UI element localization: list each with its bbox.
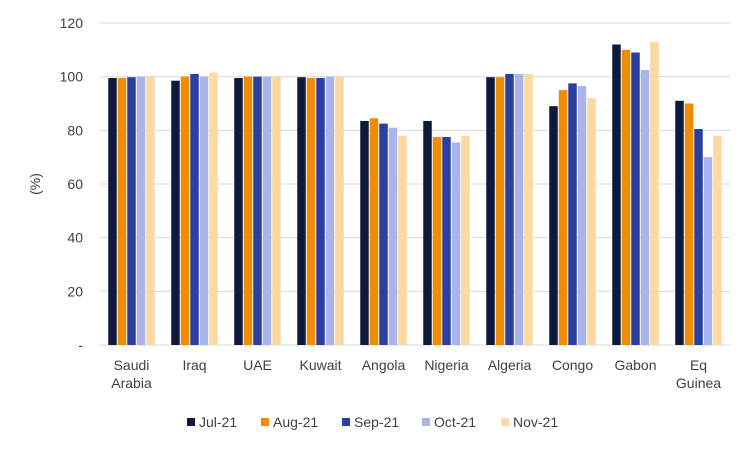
bars [108, 41, 722, 346]
y-tick-label: 60 [67, 176, 83, 192]
bar [398, 135, 407, 345]
bar [495, 77, 505, 345]
bar [117, 78, 127, 345]
bar [360, 120, 369, 345]
bar [577, 86, 587, 345]
bar [127, 77, 136, 345]
bar [199, 76, 209, 346]
bar [684, 103, 694, 345]
bar [549, 106, 558, 345]
bar [253, 76, 262, 346]
x-tick-label: Congo [552, 357, 593, 373]
legend-label: Sep-21 [354, 414, 399, 430]
bar [675, 100, 684, 345]
bar [650, 41, 659, 346]
bar [190, 73, 199, 345]
y-axis-ticks: - 20 40 60 80 100 120 [60, 15, 84, 353]
legend-label: Oct-21 [434, 414, 476, 430]
legend: Jul-21 Aug-21 Sep-21 Oct-21 Nov-21 [187, 414, 558, 430]
legend-swatch [422, 418, 430, 426]
legend-label: Nov-21 [513, 414, 558, 430]
x-tick-label: Angola [362, 357, 406, 373]
legend-swatch [187, 418, 195, 426]
bar [442, 137, 451, 345]
x-tick-label: UAE [243, 357, 272, 373]
y-tick-label: 40 [67, 230, 83, 246]
bar [171, 80, 180, 346]
bar [587, 98, 596, 345]
bar [703, 157, 713, 345]
bar [631, 52, 640, 346]
legend-swatch [501, 418, 509, 426]
x-tick-label: Nigeria [424, 357, 469, 373]
x-axis-ticks: Saudi Arabia Iraq UAE Kuwait Angola Nigeria Alg… [111, 357, 721, 391]
bar [335, 76, 344, 346]
y-tick-label: 80 [67, 122, 83, 138]
bar [209, 72, 218, 346]
bar [379, 123, 388, 345]
x-tick-label: Iraq [182, 357, 206, 373]
bar [713, 135, 722, 345]
bar [146, 76, 155, 346]
bar [243, 76, 253, 346]
bar [505, 73, 514, 345]
bar [451, 142, 461, 345]
bar [694, 128, 703, 345]
bar [297, 77, 306, 345]
bar [612, 44, 621, 345]
bar [432, 137, 442, 345]
y-tick-label: - [78, 337, 83, 353]
bar [568, 83, 577, 345]
bar [640, 69, 650, 345]
y-tick-label: 100 [60, 69, 84, 85]
bar [108, 78, 117, 345]
x-tick-label: Kuwait [299, 357, 341, 373]
bar [325, 76, 335, 346]
bar [234, 78, 243, 345]
bar [306, 78, 316, 345]
bar [388, 127, 398, 346]
legend-swatch [261, 418, 269, 426]
legend-label: Jul-21 [199, 414, 237, 430]
bar [136, 76, 146, 346]
bar [621, 49, 631, 345]
x-tick-label: Gabon [614, 357, 656, 373]
y-tick-label: 120 [60, 15, 84, 31]
bar [369, 118, 379, 345]
x-tick-label: Eq Guinea [676, 357, 721, 391]
bar [486, 77, 495, 345]
bar [272, 76, 281, 346]
bar [558, 90, 568, 345]
bar [316, 78, 325, 345]
bar [514, 73, 524, 345]
x-tick-label: Saudi Arabia [111, 357, 152, 391]
bar [262, 76, 272, 346]
legend-label: Aug-21 [273, 414, 318, 430]
y-tick-label: 20 [67, 283, 83, 299]
legend-swatch [342, 418, 350, 426]
bar [423, 120, 432, 345]
bar [180, 76, 190, 346]
y-axis-label: (%) [27, 173, 43, 195]
x-tick-label: Algeria [488, 357, 532, 373]
bar [461, 135, 470, 345]
bar [524, 73, 533, 345]
